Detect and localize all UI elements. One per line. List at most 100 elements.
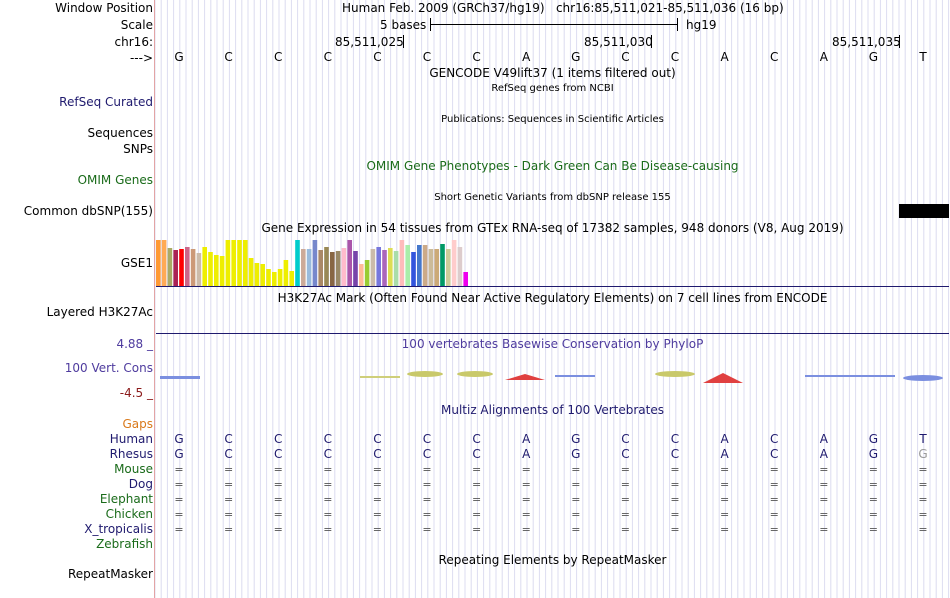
gtex-tissue-bar[interactable] bbox=[388, 248, 393, 286]
publications-track-subtitle[interactable]: Publications: Sequences in Scientific Ar… bbox=[441, 114, 664, 125]
gtex-tissue-bar[interactable] bbox=[208, 252, 213, 286]
gtex-tissue-bar[interactable] bbox=[353, 251, 358, 286]
alignment-base: A bbox=[720, 432, 729, 446]
alignment-gap-marker: = bbox=[174, 508, 184, 521]
gtex-tissue-bar[interactable] bbox=[330, 252, 335, 286]
gtex-tissue-bar[interactable] bbox=[254, 263, 260, 286]
alignment-base: C bbox=[472, 447, 481, 461]
gtex-tissue-bar[interactable] bbox=[440, 244, 445, 286]
gtex-tissue-bar[interactable] bbox=[277, 269, 283, 286]
gtex-tissue-bar[interactable] bbox=[312, 240, 318, 286]
phylop-track-title[interactable]: 100 vertebrates Basewise Conservation by… bbox=[401, 337, 704, 351]
gtex-tissue-bar[interactable] bbox=[260, 264, 265, 286]
refseq-track-subtitle[interactable]: RefSeq genes from NCBI bbox=[491, 83, 614, 94]
gtex-tissue-bar[interactable] bbox=[248, 258, 254, 286]
species-label-elephant[interactable]: Elephant bbox=[99, 492, 153, 506]
gtex-tissue-bar[interactable] bbox=[185, 247, 190, 286]
alignment-gap-marker: = bbox=[372, 478, 382, 491]
gtex-tissue-bar[interactable] bbox=[318, 250, 323, 286]
species-label-rhesus[interactable]: Rhesus bbox=[109, 447, 153, 461]
reference-base: A bbox=[720, 50, 729, 64]
dbsnp-track-subtitle[interactable]: Short Genetic Variants from dbSNP releas… bbox=[434, 192, 671, 203]
gtex-tissue-bar[interactable] bbox=[324, 247, 329, 286]
dbsnp-track-label[interactable]: Common dbSNP(155) bbox=[23, 204, 153, 218]
gtex-tissue-bar[interactable] bbox=[457, 247, 463, 286]
gtex-tissue-bar[interactable] bbox=[283, 260, 289, 286]
gtex-tissue-bar[interactable] bbox=[335, 251, 341, 286]
gtex-tissue-bar[interactable] bbox=[202, 247, 207, 286]
alignment-gap-marker: = bbox=[372, 523, 382, 536]
gtex-tissue-bar[interactable] bbox=[463, 272, 468, 286]
repeatmasker-track-title[interactable]: Repeating Elements by RepeatMasker bbox=[438, 553, 667, 567]
gtex-tissue-bar[interactable] bbox=[405, 245, 410, 286]
gtex-tissue-bar[interactable] bbox=[237, 240, 242, 286]
gtex-tissue-bar[interactable] bbox=[376, 247, 381, 286]
alignment-base: C bbox=[273, 432, 283, 446]
reference-base: C bbox=[273, 50, 283, 64]
gtex-expression-chart[interactable] bbox=[155, 237, 949, 287]
gtex-tissue-bar[interactable] bbox=[214, 255, 219, 286]
refseq-track-label[interactable]: RefSeq Curated bbox=[59, 95, 153, 109]
gtex-tissue-bar[interactable] bbox=[422, 245, 428, 286]
omim-track-title[interactable]: OMIM Gene Phenotypes - Dark Green Can Be… bbox=[366, 159, 739, 173]
dbsnp-variant-feature[interactable] bbox=[899, 204, 949, 218]
species-label-chicken[interactable]: Chicken bbox=[105, 507, 153, 521]
species-label-dog[interactable]: Dog bbox=[128, 477, 153, 491]
gtex-tissue-bar[interactable] bbox=[167, 248, 173, 286]
gtex-tissue-bar[interactable] bbox=[411, 252, 416, 286]
gtex-tissue-bar[interactable] bbox=[272, 272, 277, 286]
gtex-tissue-bar[interactable] bbox=[266, 269, 271, 286]
gtex-tissue-bar[interactable] bbox=[417, 245, 422, 286]
gtex-tissue-bar[interactable] bbox=[434, 249, 439, 286]
h3k27ac-track-title[interactable]: H3K27Ac Mark (Often Found Near Active Re… bbox=[277, 291, 828, 305]
gtex-tissue-bar[interactable] bbox=[306, 249, 312, 286]
gtex-tissue-bar[interactable] bbox=[359, 264, 364, 286]
gaps-track-label[interactable]: Gaps bbox=[122, 417, 153, 431]
alignment-gap-marker: = bbox=[372, 508, 382, 521]
gtex-tissue-bar[interactable] bbox=[156, 240, 161, 286]
gtex-tissue-bar[interactable] bbox=[347, 240, 352, 286]
species-label-zebrafish[interactable]: Zebrafish bbox=[96, 537, 153, 551]
gtex-tissue-bar[interactable] bbox=[173, 250, 178, 286]
gtex-tissue-bar[interactable] bbox=[231, 240, 236, 286]
species-label-mouse[interactable]: Mouse bbox=[114, 462, 153, 476]
gtex-tissue-bar[interactable] bbox=[179, 249, 184, 286]
gtex-track-title[interactable]: Gene Expression in 54 tissues from GTEx … bbox=[261, 221, 844, 235]
gtex-tissue-bar[interactable] bbox=[243, 240, 248, 286]
gtex-tissue-bar[interactable] bbox=[446, 249, 451, 286]
gtex-tissue-bar[interactable] bbox=[341, 248, 347, 286]
gtex-tissue-bar[interactable] bbox=[428, 249, 434, 286]
gtex-tissue-bar[interactable] bbox=[370, 249, 376, 286]
gtex-tissue-bar[interactable] bbox=[399, 240, 405, 286]
phylop-track-label[interactable]: 100 Vert. Cons bbox=[64, 361, 153, 375]
alignment-base: G bbox=[868, 432, 879, 446]
omim-track-label[interactable]: OMIM Genes bbox=[77, 173, 153, 187]
alignment-gap-marker: = bbox=[223, 463, 234, 476]
gencode-track-title[interactable]: GENCODE V49lift37 (1 items filtered out) bbox=[429, 66, 676, 80]
species-label-human[interactable]: Human bbox=[109, 432, 153, 446]
gtex-tissue-bar[interactable] bbox=[393, 251, 399, 286]
h3k27ac-track-label[interactable]: Layered H3K27Ac bbox=[46, 305, 153, 319]
alignment-gap-marker: = bbox=[918, 523, 928, 536]
alignment-gap-marker: = bbox=[422, 478, 432, 491]
snps-track-label[interactable]: SNPs bbox=[123, 142, 153, 156]
gtex-tissue-bar[interactable] bbox=[161, 240, 167, 286]
multiz-track-title[interactable]: Multiz Alignments of 100 Vertebrates bbox=[440, 403, 665, 417]
phylop-min-value: -4.5 _ bbox=[119, 386, 153, 400]
gtex-tissue-bar[interactable] bbox=[289, 271, 294, 286]
gtex-tissue-bar[interactable] bbox=[364, 260, 370, 286]
gtex-tissue-bar[interactable] bbox=[219, 256, 225, 286]
gtex-tissue-bar[interactable] bbox=[382, 250, 387, 286]
gtex-tissue-bar[interactable] bbox=[301, 249, 306, 286]
repeatmasker-track-label[interactable]: RepeatMasker bbox=[67, 567, 153, 581]
species-label-x-tropicalis[interactable]: X_tropicalis bbox=[84, 522, 153, 536]
phylop-conservation-plot[interactable] bbox=[155, 366, 949, 386]
gtex-tissue-bar[interactable] bbox=[451, 240, 457, 286]
gtex-track-label[interactable]: GSE1 bbox=[120, 256, 153, 270]
gtex-tissue-bar[interactable] bbox=[190, 249, 196, 286]
gtex-tissue-bar[interactable] bbox=[196, 253, 202, 286]
coord-tick-label: 85,511,030 bbox=[584, 35, 653, 49]
gtex-tissue-bar[interactable] bbox=[295, 240, 300, 286]
gtex-tissue-bar[interactable] bbox=[225, 240, 231, 286]
sequences-track-label[interactable]: Sequences bbox=[87, 126, 153, 140]
